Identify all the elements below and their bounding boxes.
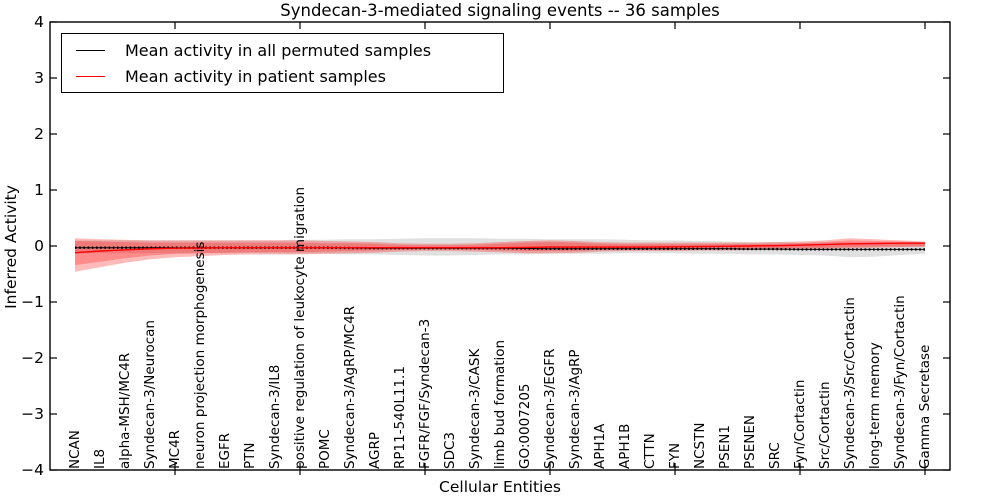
y-tick-label: 0: [34, 237, 44, 255]
x-category-label: long-term memory: [867, 342, 883, 469]
x-category-label: Fyn/Cortactin: [792, 379, 808, 469]
x-category-label: NCSTN: [692, 422, 708, 469]
x-category-label: SRC: [767, 442, 783, 469]
x-category-label: Syndecan-3/IL8: [267, 364, 283, 469]
x-category-label: RP11-540L11.1: [392, 366, 408, 469]
x-category-label: Syndecan-3/AgRP: [567, 349, 583, 469]
x-category-label: FYN: [667, 442, 683, 469]
x-category-label: APH1A: [592, 423, 608, 469]
y-tick-label: −3: [21, 405, 44, 423]
x-category-label: Syndecan-3/EGFR: [542, 348, 558, 469]
x-category-label: AGRP: [367, 432, 383, 469]
x-category-label: PTN: [242, 442, 258, 470]
x-category-label: Syndecan-3/Neurocan: [142, 320, 158, 469]
x-category-label: positive regulation of leukocyte migrati…: [292, 186, 308, 469]
y-tick-label: 4: [34, 13, 44, 31]
x-axis-label: Cellular Entities: [439, 478, 561, 496]
x-category-label: alpha-MSH/MC4R: [117, 352, 133, 469]
x-category-label: FGFR/FGF/Syndecan-3: [417, 318, 433, 469]
x-category-label: neuron projection morphogenesis: [192, 241, 208, 469]
legend-label-patient: Mean activity in patient samples: [125, 66, 386, 86]
y-tick-label: −2: [21, 349, 44, 367]
x-category-label: Src/Cortactin: [817, 381, 833, 469]
patient-mean-line: [74, 242, 925, 254]
x-category-label: APH1B: [617, 423, 633, 469]
permuted-line-swatch-icon: [76, 49, 105, 51]
x-category-label: NCAN: [67, 430, 83, 469]
x-category-label: GO:0007205: [517, 383, 533, 469]
chart-title: Syndecan-3-mediated signaling events -- …: [280, 1, 720, 20]
x-category-label: EGFR: [217, 432, 233, 469]
y-tick-label: −4: [21, 461, 44, 479]
x-category-label: Syndecan-3/AgRP/MC4R: [342, 305, 358, 469]
x-category-label: IL8: [92, 448, 108, 469]
y-tick-label: −1: [21, 293, 44, 311]
x-category-label: Syndecan-3/Src/Cortactin: [842, 297, 858, 469]
y-tick-label: 3: [34, 69, 44, 87]
x-category-label: PSEN1: [717, 425, 733, 469]
legend-item-permuted: Mean activity in all permuted samples: [76, 41, 503, 60]
x-category-label: Gamma Secretase: [917, 344, 933, 469]
legend: Mean activity in all permuted samples Me…: [61, 33, 504, 93]
y-tick-label: 2: [34, 125, 44, 143]
x-category-label: MC4R: [167, 429, 183, 469]
x-category-label: POMC: [317, 429, 333, 469]
legend-item-patient: Mean activity in patient samples: [76, 67, 503, 86]
patient-line-swatch-icon: [76, 75, 105, 77]
x-category-label: CTTN: [642, 433, 658, 469]
legend-label-permuted: Mean activity in all permuted samples: [125, 40, 432, 60]
y-tick-label: 1: [34, 181, 44, 199]
x-category-label: limb bud formation: [492, 339, 508, 469]
x-category-label: Syndecan-3/CASK: [467, 348, 483, 469]
x-category-label: Syndecan-3/Fyn/Cortactin: [892, 295, 908, 469]
x-category-label: PSENEN: [742, 415, 758, 469]
x-category-label: SDC3: [442, 432, 458, 469]
